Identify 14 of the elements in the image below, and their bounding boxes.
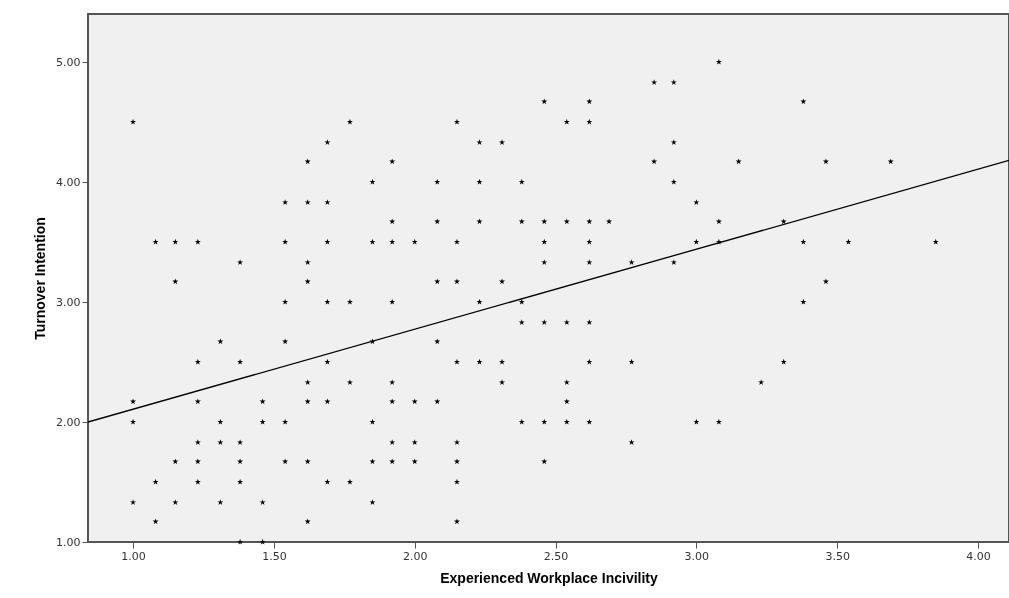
x-tick-label: 2.50 xyxy=(543,549,569,563)
x-tick-label: 2.00 xyxy=(402,549,428,563)
x-tick-label: 1.00 xyxy=(121,549,146,563)
y-tick-label: 4.00 xyxy=(56,175,81,189)
y-tick-label: 5.00 xyxy=(56,55,81,69)
y-tick-label: 2.00 xyxy=(56,415,81,429)
y-axis-title: Turnover Intention xyxy=(32,217,49,340)
x-tick-label: 3.00 xyxy=(684,549,710,563)
x-tick-label: 4.00 xyxy=(966,549,991,563)
y-tick-label: 1.00 xyxy=(56,535,81,549)
x-tick-label: 1.50 xyxy=(262,549,287,563)
x-axis-title: Experienced Workplace Incivility xyxy=(440,569,659,586)
x-tick-label: 3.50 xyxy=(825,549,850,563)
y-tick-label: 3.00 xyxy=(56,295,81,309)
